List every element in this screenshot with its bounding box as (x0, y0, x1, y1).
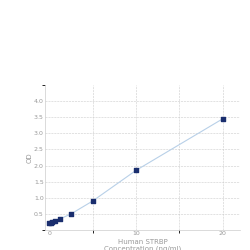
Point (134, 168, 138, 172)
Point (53, 219, 57, 223)
Point (91, 199, 95, 203)
Y-axis label: OD: OD (26, 152, 32, 163)
Point (50, 220, 54, 224)
Point (47, 221, 51, 225)
Point (49, 221, 53, 225)
X-axis label: Human STRBP
Concentration (ng/ml): Human STRBP Concentration (ng/ml) (104, 239, 181, 250)
Point (58, 217, 62, 221)
Point (69, 212, 73, 216)
Point (221, 117, 225, 121)
